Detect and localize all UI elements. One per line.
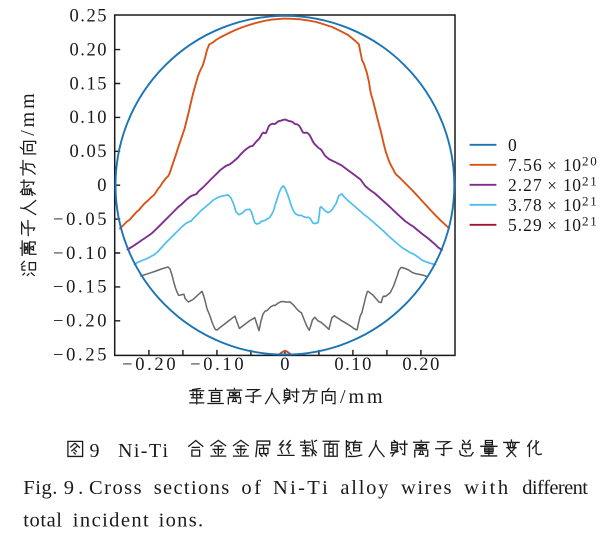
svg-text:×: ×	[547, 156, 557, 175]
svg-text:wires: wires	[401, 477, 452, 499]
svg-text:0: 0	[97, 176, 106, 196]
svg-text:−0.05: −0.05	[53, 210, 107, 230]
svg-text:0.10: 0.10	[334, 355, 371, 375]
svg-text:0.25: 0.25	[70, 7, 107, 27]
svg-text:different: different	[522, 477, 588, 499]
svg-text:total: total	[23, 510, 62, 532]
svg-text:−0.15: −0.15	[53, 278, 107, 298]
svg-text:with: with	[464, 477, 508, 499]
svg-text:of: of	[241, 477, 261, 499]
svg-text:0: 0	[280, 355, 289, 375]
svg-text:10: 10	[563, 195, 581, 215]
svg-text:9.: 9.	[64, 477, 84, 499]
svg-text:2.27: 2.27	[508, 175, 542, 195]
svg-text:−0.10: −0.10	[53, 244, 107, 264]
svg-text:/mm: /mm	[17, 93, 39, 136]
svg-text:0.10: 0.10	[70, 108, 107, 128]
svg-text:ions.: ions.	[159, 510, 203, 532]
svg-text:0.05: 0.05	[70, 142, 107, 162]
svg-text:×: ×	[547, 216, 557, 235]
svg-text:0.20: 0.20	[70, 40, 107, 60]
svg-text:0: 0	[508, 135, 517, 155]
svg-text:Fig.: Fig.	[23, 477, 57, 499]
svg-text:Ni-Ti: Ni-Ti	[273, 477, 328, 499]
svg-text:−0.25: −0.25	[53, 346, 107, 366]
svg-text:−0.10: −0.10	[190, 355, 244, 375]
svg-text:21: 21	[582, 174, 597, 189]
svg-text:10: 10	[563, 155, 581, 175]
svg-text:×: ×	[547, 176, 557, 195]
svg-text:21: 21	[582, 194, 597, 209]
svg-text:0.20: 0.20	[402, 355, 439, 375]
svg-text:5.29: 5.29	[508, 215, 542, 235]
svg-text:incident: incident	[73, 510, 149, 532]
svg-text:9: 9	[90, 440, 100, 462]
svg-text:10: 10	[563, 175, 581, 195]
svg-text:×: ×	[547, 196, 557, 215]
svg-text:−0.20: −0.20	[122, 355, 176, 375]
svg-text:Cross: Cross	[89, 477, 142, 499]
svg-text:20: 20	[582, 154, 597, 169]
svg-text:0.15: 0.15	[70, 74, 107, 94]
svg-text:3.78: 3.78	[508, 195, 542, 215]
svg-text:sections: sections	[154, 477, 230, 499]
svg-text:−0.20: −0.20	[53, 312, 107, 332]
svg-text:10: 10	[563, 215, 581, 235]
svg-text:7.56: 7.56	[508, 155, 542, 175]
svg-text:Ni-Ti: Ni-Ti	[118, 440, 168, 462]
svg-text:/mm: /mm	[340, 386, 383, 408]
svg-text:21: 21	[582, 214, 597, 229]
